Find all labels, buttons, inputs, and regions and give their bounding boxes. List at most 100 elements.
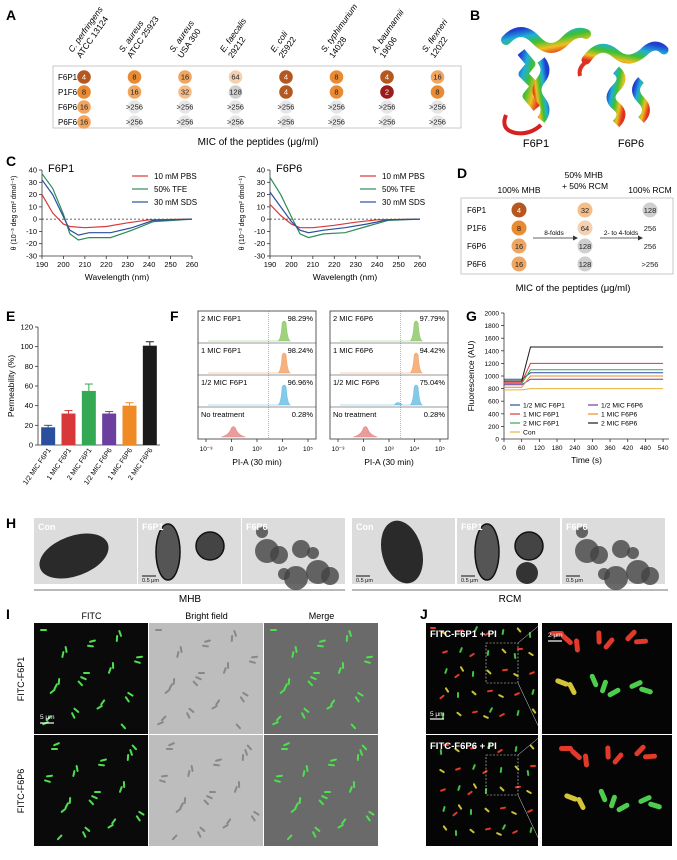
x-tick: 230 (349, 260, 362, 269)
row-label: FITC-F6P1 (16, 657, 26, 702)
histogram-percent: 94.42% (420, 346, 446, 355)
x-axis-label: PI-A (30 min) (364, 457, 414, 467)
svg-text:64: 64 (231, 73, 239, 82)
svg-text:>256: >256 (227, 118, 244, 127)
mic-cell: >256 (126, 100, 143, 114)
histogram-percent: 96.96% (288, 378, 314, 387)
svg-text:>256: >256 (177, 103, 194, 112)
mic-cell: >256 (278, 115, 294, 129)
column-header: Merge (309, 611, 335, 621)
mic-cell: 32 (178, 85, 192, 99)
structure-label-f6p1: F6P1 (523, 138, 549, 150)
y-tick: 20 (29, 190, 37, 199)
x-tick: 260 (414, 260, 427, 269)
y-tick: 600 (488, 399, 499, 406)
mic-cell: 2 (380, 85, 394, 99)
cd-curve (41, 179, 193, 236)
scale-bar-label: 2 μm (548, 632, 563, 639)
strain-label: C. perfringensATCC 13124 (66, 4, 113, 60)
y-tick: 60 (25, 382, 33, 391)
bar (81, 390, 96, 445)
svg-text:4: 4 (385, 73, 389, 82)
tem-label: F6P6 (566, 522, 588, 532)
mic-cell: 256 (644, 224, 657, 233)
mic-cell: 4 (511, 202, 527, 218)
helix-structure-f6p1 (501, 27, 591, 136)
fluorescence-line-chart: 0 200 400 600 800 1000 1200 1400 1600 1800 2000 0 60… (466, 311, 669, 465)
tem-label: F6P6 (246, 522, 268, 532)
peptide-label: P1F6 (58, 88, 78, 97)
histogram-percent: 0.28% (292, 410, 314, 419)
legend-entry: Con (523, 430, 536, 437)
chart-title: F6P1 (48, 163, 74, 175)
x-tick: 1/2 MIC F6P1 (22, 447, 53, 486)
mic-caption-d: MIC of the peptides (μg/ml) (516, 283, 631, 294)
column-header: FITC (82, 611, 102, 621)
svg-text:128: 128 (579, 242, 592, 251)
svg-text:>256: >256 (328, 103, 345, 112)
legend-entry: 1/2 MIC F6P1 (523, 403, 565, 410)
histogram-label: No treatment (201, 410, 245, 419)
x-tick: 200 (285, 260, 298, 269)
svg-text:>256: >256 (227, 103, 244, 112)
fluorescence-line (504, 369, 664, 385)
y-tick: 100 (20, 342, 33, 351)
structure-label-f6p6: F6P6 (618, 138, 644, 150)
legend-entry: 30 mM SDS (154, 198, 197, 207)
y-axis-label: Permeability (%) (6, 355, 16, 418)
scale-bar-label: 0.5 μm (461, 578, 478, 584)
svg-text:4: 4 (82, 73, 86, 82)
cd-curve (41, 173, 193, 241)
peptide-label: F6P1 (58, 73, 78, 82)
bar (122, 405, 137, 445)
mic-cell: 256 (644, 242, 657, 251)
mic-cell: 16 (511, 238, 527, 254)
bar (41, 427, 56, 445)
svg-text:>256: >256 (379, 103, 396, 112)
cd-curve (269, 203, 421, 229)
fold-arrows: 8-folds 2- to 4-folds (533, 230, 643, 241)
panel-c: C 190 200 210 220 230 240 250 260403020100-10-2… (6, 153, 427, 282)
panel-label-h: H (6, 515, 16, 531)
svg-text:>256: >256 (278, 103, 295, 112)
y-tick: 0 (33, 215, 37, 224)
col-header-mix: 50% MHB + 50% RCM (562, 170, 608, 191)
svg-text:8: 8 (334, 73, 338, 82)
svg-text:4: 4 (517, 206, 521, 215)
mic-cell: >256 (227, 100, 244, 114)
legend-entry: 2 MIC F6P1 (523, 421, 559, 428)
svg-text:>256: >256 (379, 118, 396, 127)
strain-label: E. coli25922 (268, 28, 298, 59)
pi-image-label: FITC-F6P1 + PI (430, 629, 497, 640)
mic-cell: >256 (642, 260, 659, 269)
x-tick: 10⁵ (303, 446, 313, 453)
svg-text:4: 4 (284, 88, 288, 97)
x-tick: 260 (186, 260, 199, 269)
column-header: Bright field (185, 611, 228, 621)
bar (142, 345, 157, 445)
mic-cell: >256 (379, 115, 396, 129)
peptide-label: F6P6 (58, 103, 78, 112)
y-tick: 40 (29, 166, 37, 175)
y-tick: -30 (26, 252, 37, 261)
mic-caption-a: MIC of the peptides (μg/ml) (198, 137, 319, 148)
y-tick: 2000 (485, 311, 500, 318)
panel-label-b: B (470, 7, 480, 23)
svg-text:8: 8 (334, 88, 338, 97)
mic-cell: 8 (511, 220, 527, 236)
mic-cell: 4 (77, 70, 91, 84)
y-tick: 0 (261, 215, 265, 224)
mic-cell: >256 (328, 100, 345, 114)
fluorescence-line (504, 388, 664, 391)
svg-text:8: 8 (517, 224, 521, 233)
histogram-label: 1 MIC F6P6 (333, 346, 373, 355)
bar (102, 413, 117, 445)
y-tick: 80 (25, 362, 33, 371)
mic-cell: 128 (228, 85, 243, 99)
svg-text:16: 16 (130, 88, 138, 97)
panel-label-d: D (457, 165, 467, 181)
y-axis-label: θ (10⁻³ deg cm² dmol⁻¹) (239, 176, 246, 251)
y-tick: 0 (495, 437, 499, 444)
